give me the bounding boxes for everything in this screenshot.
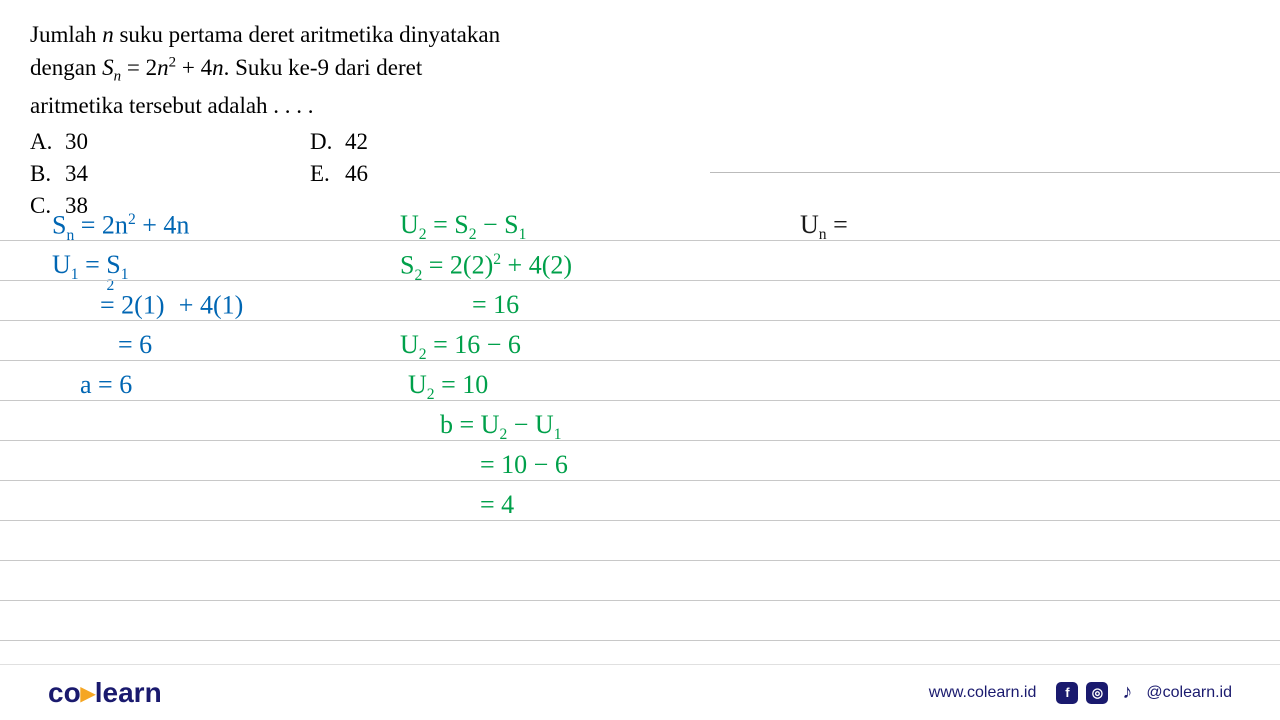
hw-equals-6: = 6 [118,332,152,358]
hw-equals-4: = 4 [480,492,514,518]
problem-line-2: dengan Sn = 2n2 + 4n. Suku ke-9 dari der… [30,51,1250,88]
text: . Suku ke-9 dari deret [224,55,423,80]
hw-sn-formula: Sn = 2n2 + 4n [52,212,189,243]
footer-right: www.colearn.id f ◎ ♪ @colearn.id [929,682,1232,704]
var-S: S [102,55,114,80]
logo-dot-icon: ▸ [81,677,95,708]
logo: co▸learn [48,676,162,709]
hw-s2-calc: S2 = 2(2)2 + 4(2) [400,252,572,283]
option-value: 42 [345,129,368,154]
logo-learn: learn [95,677,162,708]
hw-calc-1: = 2(1)2 + 4(1) [100,292,243,319]
option-e[interactable]: E.46 [310,158,368,190]
hw-10-minus-6: = 10 − 6 [480,452,568,478]
text: Jumlah [30,22,102,47]
hw-u2-eq: U2 = S2 − S1 [400,212,526,243]
hw-u2-sub: U2 = 16 − 6 [400,332,521,363]
sup-2: 2 [169,55,176,71]
footer-url[interactable]: www.colearn.id [929,684,1037,702]
hw-un-eq: Un = [800,212,848,243]
problem-block: Jumlah n suku pertama deret aritmetika d… [0,0,1280,233]
hw-u2-equals-10: U2 = 10 [408,372,488,403]
instagram-icon[interactable]: ◎ [1086,682,1108,704]
hw-equals-16: = 16 [472,292,519,318]
option-b[interactable]: B.34 [30,158,310,190]
hw-b-eq: b = U2 − U1 [440,412,562,443]
text: + 4 [176,55,212,80]
problem-line-1: Jumlah n suku pertama deret aritmetika d… [30,18,1250,51]
option-value: 34 [65,161,88,186]
facebook-icon[interactable]: f [1056,682,1078,704]
option-letter: B. [30,158,65,190]
footer: co▸learn www.colearn.id f ◎ ♪ @colearn.i… [0,664,1280,720]
option-a[interactable]: A.30 [30,126,310,158]
var-n: n [102,22,114,47]
social-handle[interactable]: @colearn.id [1146,684,1232,702]
option-d[interactable]: D.42 [310,126,368,158]
tiktok-icon[interactable]: ♪ [1116,682,1138,704]
divider-line [710,172,1280,173]
options-block: A.30 B.34 C.38 D.42 E.46 [30,126,1250,223]
var-n: n [157,55,169,80]
text: = 2 [121,55,157,80]
problem-line-3: aritmetika tersebut adalah . . . . [30,89,1250,122]
hw-a-equals-6: a = 6 [80,372,132,398]
text: dengan [30,55,102,80]
option-value: 46 [345,161,368,186]
option-letter: A. [30,126,65,158]
logo-co: co [48,677,81,708]
text: suku pertama deret aritmetika dinyatakan [114,22,500,47]
social-block: f ◎ ♪ @colearn.id [1056,682,1232,704]
var-n: n [212,55,224,80]
option-letter: E. [310,158,345,190]
hw-u1-eq-s1: U1 = S1 [52,252,129,283]
option-letter: D. [310,126,345,158]
option-value: 30 [65,129,88,154]
